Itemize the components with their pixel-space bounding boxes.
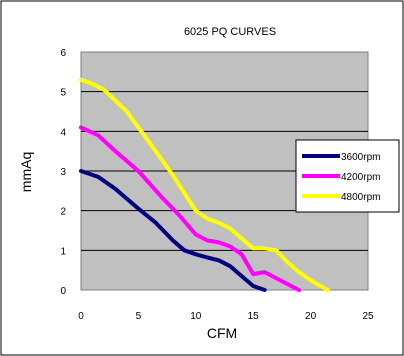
y-tick-label: 2 bbox=[60, 207, 66, 218]
chart-title: 6025 PQ CURVES bbox=[184, 26, 276, 38]
series-lines bbox=[79, 77, 330, 292]
legend-label: 4800rpm bbox=[341, 192, 380, 203]
y-tick-label: 1 bbox=[60, 246, 66, 257]
gridlines bbox=[81, 91, 368, 251]
x-axis-label: CFM bbox=[207, 325, 237, 341]
x-tick-label: 5 bbox=[136, 311, 142, 322]
legend-label: 3600rpm bbox=[341, 152, 380, 163]
y-tick-label: 0 bbox=[60, 286, 66, 297]
series-line-3600rpm bbox=[79, 169, 267, 292]
y-axis-label: mmAq bbox=[18, 152, 34, 192]
y-tick-label: 4 bbox=[60, 127, 66, 138]
legend-label: 4200rpm bbox=[341, 172, 380, 183]
x-axis-ticks: 0 5 10 15 20 25 bbox=[78, 311, 374, 322]
y-axis-ticks: 0 1 2 3 4 5 6 bbox=[60, 48, 66, 297]
x-tick-label: 0 bbox=[78, 311, 84, 322]
legend-items: 3600rpm 4200rpm 4800rpm bbox=[302, 152, 380, 203]
x-tick-label: 25 bbox=[362, 311, 374, 322]
legend: 3600rpm 4200rpm 4800rpm bbox=[295, 139, 400, 213]
x-tick-label: 20 bbox=[305, 311, 317, 322]
y-tick-label: 6 bbox=[60, 48, 66, 59]
x-tick-label: 10 bbox=[190, 311, 202, 322]
x-tick-label: 15 bbox=[248, 311, 260, 322]
y-tick-label: 5 bbox=[60, 88, 66, 99]
series-line-4800rpm bbox=[79, 77, 330, 292]
y-tick-label: 3 bbox=[60, 167, 66, 178]
series-line-4200rpm bbox=[79, 125, 302, 292]
